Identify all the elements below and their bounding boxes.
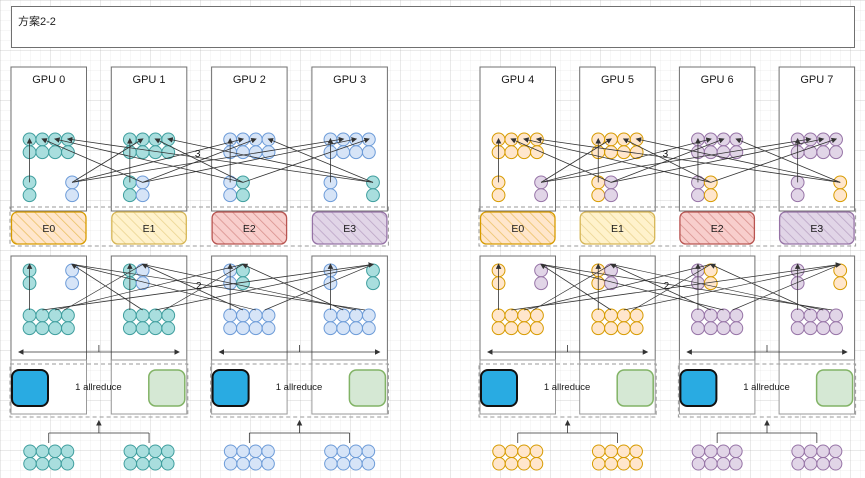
svg-text:1 allreduce: 1 allreduce xyxy=(75,382,121,393)
svg-text:3: 3 xyxy=(195,149,201,160)
svg-text:GPU 2: GPU 2 xyxy=(233,74,266,86)
svg-text:E2: E2 xyxy=(243,223,256,235)
svg-text:1 allreduce: 1 allreduce xyxy=(276,382,322,393)
svg-text:GPU 7: GPU 7 xyxy=(800,74,833,86)
svg-text:GPU 3: GPU 3 xyxy=(333,74,366,86)
svg-text:E1: E1 xyxy=(611,223,624,235)
svg-text:2: 2 xyxy=(664,281,670,292)
svg-text:E3: E3 xyxy=(810,223,823,235)
svg-text:E2: E2 xyxy=(711,223,724,235)
svg-text:3: 3 xyxy=(663,149,669,160)
svg-text:1 allreduce: 1 allreduce xyxy=(544,382,590,393)
svg-text:1 allreduce: 1 allreduce xyxy=(743,382,789,393)
svg-text:E1: E1 xyxy=(143,223,156,235)
svg-text:E0: E0 xyxy=(42,223,55,235)
svg-text:GPU 5: GPU 5 xyxy=(601,74,634,86)
svg-text:GPU 6: GPU 6 xyxy=(701,74,734,86)
svg-text:GPU 0: GPU 0 xyxy=(32,74,65,86)
svg-text:GPU 1: GPU 1 xyxy=(133,74,166,86)
svg-text:GPU 4: GPU 4 xyxy=(501,74,534,86)
svg-text:E0: E0 xyxy=(511,223,524,235)
svg-text:E3: E3 xyxy=(343,223,356,235)
svg-text:2: 2 xyxy=(196,281,202,292)
